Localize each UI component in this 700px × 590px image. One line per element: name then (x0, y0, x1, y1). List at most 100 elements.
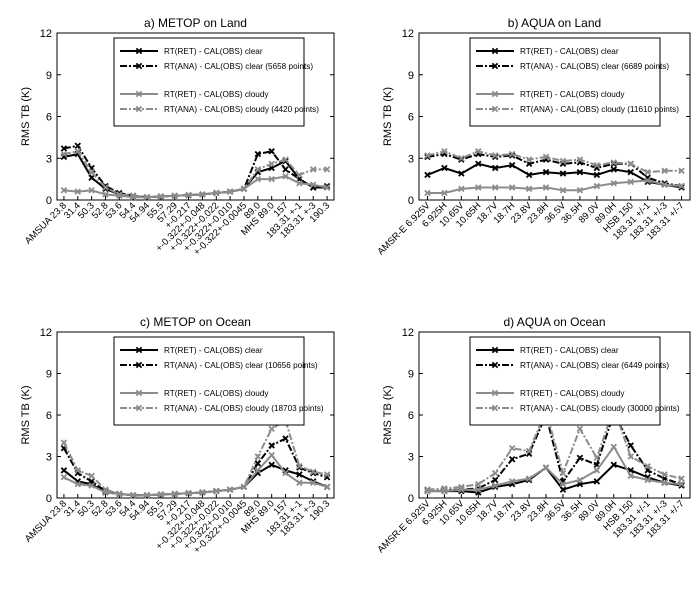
data-point (441, 164, 448, 172)
data-point (508, 444, 516, 452)
y-tick-label: 0 (46, 493, 52, 505)
y-tick-label: 9 (46, 369, 52, 381)
chart-title: d) AQUA on Ocean (503, 315, 605, 329)
y-tick-label: 12 (402, 327, 414, 339)
data-point (282, 173, 289, 180)
data-point (559, 480, 567, 488)
data-point (74, 188, 82, 195)
data-point (576, 425, 584, 433)
data-point (627, 442, 634, 449)
data-point (199, 191, 206, 198)
data-point (475, 184, 482, 191)
legend-marker (135, 404, 143, 412)
data-point (627, 178, 634, 186)
data-point (129, 192, 137, 200)
data-point (593, 171, 601, 179)
data-point (60, 474, 68, 481)
data-point (508, 184, 516, 191)
data-point (441, 485, 448, 492)
data-point (508, 150, 516, 158)
series-line-cloudy_ret (427, 179, 682, 194)
legend-label: RT(RET) - CAL(OBS) cloudy (164, 90, 269, 99)
data-point (240, 483, 248, 491)
data-point (268, 148, 275, 155)
data-point (458, 170, 465, 177)
data-point (254, 175, 262, 183)
data-point (88, 482, 95, 489)
y-tick-label: 12 (40, 327, 52, 339)
data-point (458, 156, 465, 163)
y-axis-label: RMS TB (K) (20, 87, 32, 146)
data-point (441, 148, 448, 155)
legend: RT(RET) - CAL(OBS) clear RT(ANA) - CAL(OB… (469, 336, 680, 426)
data-point (491, 469, 499, 477)
chart-panel-c: c) METOP on Ocean 0 3 6 9 12 RMS TB (K) AMSUA 2… (20, 315, 335, 556)
data-point (74, 467, 82, 474)
data-point (424, 171, 431, 179)
data-point (268, 451, 275, 459)
data-point (661, 167, 668, 175)
data-point (102, 486, 109, 493)
data-point (576, 168, 584, 176)
series-line-clear_ret (427, 463, 682, 494)
data-point (525, 156, 533, 163)
data-point (610, 159, 618, 166)
data-point (542, 168, 550, 176)
data-point (525, 185, 533, 193)
data-point (296, 462, 303, 470)
data-point (129, 491, 137, 499)
data-point (525, 475, 533, 482)
data-point (282, 156, 289, 163)
data-point (254, 150, 262, 158)
data-point (116, 192, 123, 200)
data-point (644, 476, 651, 484)
chart-title: b) AQUA on Land (508, 16, 601, 30)
data-point (610, 166, 618, 173)
data-point (254, 166, 262, 173)
data-point (171, 490, 178, 498)
legend-label: RT(RET) - CAL(OBS) cloudy (164, 389, 269, 398)
series-line-cloudy_ret (427, 445, 682, 493)
data-point (60, 145, 68, 152)
y-tick-label: 3 (408, 153, 414, 165)
data-point (296, 171, 303, 179)
data-point (282, 166, 289, 173)
data-point (559, 157, 567, 165)
data-point (508, 152, 516, 159)
series-line-clear_ret (427, 162, 682, 189)
data-point (102, 191, 109, 198)
legend: RT(RET) - CAL(OBS) clear RT(ANA) - CAL(OB… (113, 336, 324, 426)
legend-marker (135, 47, 143, 55)
legend: RT(RET) - CAL(OBS) clear RT(ANA) - CAL(OB… (113, 37, 319, 127)
data-point (491, 482, 499, 489)
series-line-cloudy_ana (427, 150, 682, 174)
series-line-cloudy_ana (427, 407, 682, 491)
y-axis-label: RMS TB (K) (382, 385, 394, 444)
data-point (226, 188, 234, 195)
y-tick-label: 9 (408, 369, 414, 381)
data-point (171, 192, 178, 200)
data-point (88, 174, 95, 181)
data-point (254, 467, 262, 474)
data-point (458, 185, 465, 193)
data-point (458, 155, 465, 162)
data-point (157, 193, 165, 200)
y-tick-label: 12 (402, 28, 414, 40)
data-point (644, 177, 651, 184)
legend-marker (491, 404, 499, 412)
data-point (282, 435, 289, 442)
data-point (424, 486, 431, 493)
legend-marker (491, 90, 499, 98)
data-point (143, 491, 151, 499)
legend-marker (491, 105, 499, 113)
data-point (576, 187, 584, 194)
data-point (475, 160, 482, 168)
y-tick-label: 3 (46, 153, 52, 165)
data-point (199, 489, 206, 496)
data-point (593, 467, 601, 474)
legend-label: RT(RET) - CAL(OBS) cloudy (520, 90, 625, 99)
legend-label: RT(ANA) - CAL(OBS) cloudy (18703 points) (164, 404, 324, 413)
data-point (627, 472, 634, 480)
y-tick-label: 3 (408, 452, 414, 464)
